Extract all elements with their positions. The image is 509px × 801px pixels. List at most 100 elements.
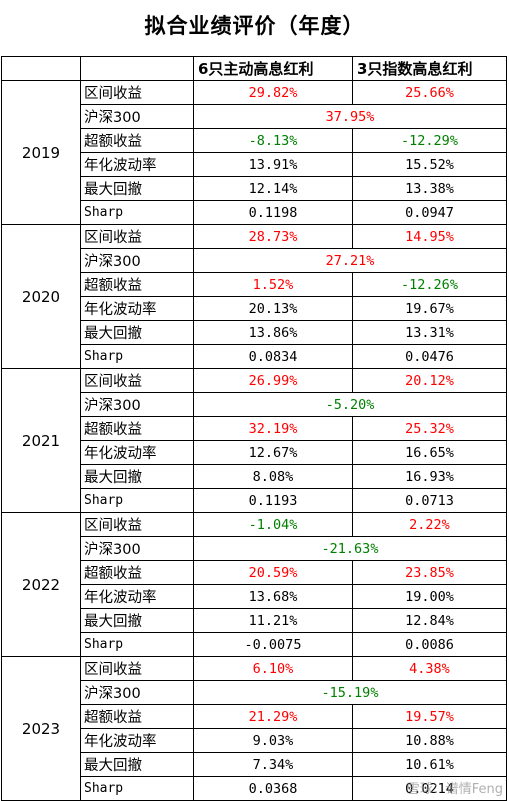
- table-row: 超额收益 1.52% -12.26%: [2, 272, 507, 297]
- value-cell: 32.19%: [193, 416, 353, 441]
- value-cell: 0.0476: [352, 344, 507, 369]
- metric-label: 区间收益: [80, 224, 194, 249]
- table-row: 超额收益 20.59% 23.85%: [2, 560, 507, 585]
- table-row: 2020 区间收益 28.73% 14.95%: [1, 224, 507, 369]
- table-row: 2021 区间收益 26.99% 20.12%: [1, 368, 507, 513]
- value-cell: 0.0834: [193, 344, 353, 369]
- value-cell: 9.03%: [193, 728, 353, 753]
- value-cell: 21.29%: [193, 704, 353, 729]
- value-cell: 0.0214: [352, 776, 507, 801]
- table-row: Sharp -0.0075 0.0086: [2, 632, 507, 657]
- value-cell: 11.21%: [193, 608, 353, 633]
- value-cell: -0.0075: [193, 632, 353, 657]
- table-row: 2023 区间收益 6.10% 4.38%: [1, 656, 507, 801]
- metric-label: Sharp: [80, 344, 194, 369]
- metric-label: 区间收益: [80, 656, 194, 681]
- table-row: 2022 区间收益 -1.04% 2.22%: [1, 512, 507, 657]
- value-cell: 7.34%: [193, 752, 353, 777]
- metric-label: Sharp: [80, 488, 194, 513]
- header-row: 6只主动高息红利 3只指数高息红利: [1, 56, 507, 81]
- header-col-index: 3只指数高息红利: [352, 56, 507, 81]
- value-cell: 19.67%: [352, 296, 507, 321]
- metric-label: Sharp: [80, 776, 194, 801]
- year-cell: 2020: [1, 224, 81, 369]
- value-cell: 0.0086: [352, 632, 507, 657]
- value-cell: 20.12%: [352, 368, 507, 393]
- value-cell: -12.26%: [352, 272, 507, 297]
- table-row: Sharp 0.0368 0.0214: [2, 776, 507, 801]
- value-cell: 20.59%: [193, 560, 353, 585]
- value-cell: 23.85%: [352, 560, 507, 585]
- metric-label: 超额收益: [80, 416, 194, 441]
- value-cell: 19.57%: [352, 704, 507, 729]
- metric-label: 最大回撤: [80, 320, 194, 345]
- header-col-active: 6只主动高息红利: [193, 56, 353, 81]
- year-cell: 2021: [1, 368, 81, 513]
- value-cell: 12.84%: [352, 608, 507, 633]
- metric-label: 沪深300: [80, 392, 194, 417]
- value-cell: 8.08%: [193, 464, 353, 489]
- value-cell: 0.1193: [193, 488, 353, 513]
- metric-label: 年化波动率: [80, 152, 194, 177]
- hs300-value: 27.21%: [193, 248, 507, 273]
- value-cell: 2.22%: [352, 512, 507, 537]
- value-cell: 25.66%: [352, 80, 507, 105]
- metric-label: 超额收益: [80, 128, 194, 153]
- metric-label: 区间收益: [80, 80, 194, 105]
- value-cell: 15.52%: [352, 152, 507, 177]
- table-row: 2019 区间收益 29.82% 25.66%: [1, 80, 507, 225]
- value-cell: 12.14%: [193, 176, 353, 201]
- year-cell: 2019: [1, 80, 81, 225]
- value-cell: 13.86%: [193, 320, 353, 345]
- metric-label: 区间收益: [80, 512, 194, 537]
- table-row: 最大回撤 13.86% 13.31%: [2, 320, 507, 345]
- value-cell: 0.0368: [193, 776, 353, 801]
- metric-label: 沪深300: [80, 536, 194, 561]
- table-row: Sharp 0.1198 0.0947: [2, 200, 507, 225]
- value-cell: 12.67%: [193, 440, 353, 465]
- table-row: 超额收益 -8.13% -12.29%: [2, 128, 507, 153]
- metric-label: 区间收益: [80, 368, 194, 393]
- metric-label: 年化波动率: [80, 296, 194, 321]
- table-row: 年化波动率 13.91% 15.52%: [2, 152, 507, 177]
- value-cell: 20.13%: [193, 296, 353, 321]
- metric-label: Sharp: [80, 200, 194, 225]
- table-row: 最大回撤 12.14% 13.38%: [2, 176, 507, 201]
- value-cell: 0.0947: [352, 200, 507, 225]
- table-row: 沪深300 -21.63%: [2, 536, 507, 561]
- metric-label: 超额收益: [80, 560, 194, 585]
- hs300-value: -21.63%: [193, 536, 507, 561]
- metric-label: 年化波动率: [80, 440, 194, 465]
- hs300-value: 37.95%: [193, 104, 507, 129]
- metric-label: 年化波动率: [80, 728, 194, 753]
- value-cell: -12.29%: [352, 128, 507, 153]
- metric-label: Sharp: [80, 632, 194, 657]
- value-cell: 14.95%: [352, 224, 507, 249]
- year-cell: 2023: [1, 656, 81, 801]
- value-cell: 6.10%: [193, 656, 353, 681]
- value-cell: 13.31%: [352, 320, 507, 345]
- metric-label: 最大回撤: [80, 464, 194, 489]
- metric-label: 最大回撤: [80, 752, 194, 777]
- watermark: 雪球：谱情Feng: [406, 782, 503, 797]
- year-cell: 2022: [1, 512, 81, 657]
- value-cell: 26.99%: [193, 368, 353, 393]
- metric-label: 最大回撤: [80, 608, 194, 633]
- value-cell: 19.00%: [352, 584, 507, 609]
- table-row: 沪深300 27.21%: [2, 248, 507, 273]
- value-cell: -1.04%: [193, 512, 353, 537]
- table-row: 超额收益 32.19% 25.32%: [2, 416, 507, 441]
- value-cell: 29.82%: [193, 80, 353, 105]
- table-row: 沪深300 -5.20%: [2, 392, 507, 417]
- value-cell: 16.93%: [352, 464, 507, 489]
- metric-label: 沪深300: [80, 104, 194, 129]
- metric-label: 沪深300: [80, 248, 194, 273]
- value-cell: 28.73%: [193, 224, 353, 249]
- table-row: 沪深300 37.95%: [2, 104, 507, 129]
- value-cell: 1.52%: [193, 272, 353, 297]
- metric-label: 年化波动率: [80, 584, 194, 609]
- metric-label: 超额收益: [80, 704, 194, 729]
- hs300-value: -5.20%: [193, 392, 507, 417]
- hs300-value: -15.19%: [193, 680, 507, 705]
- table-row: Sharp 0.0834 0.0476: [2, 344, 507, 369]
